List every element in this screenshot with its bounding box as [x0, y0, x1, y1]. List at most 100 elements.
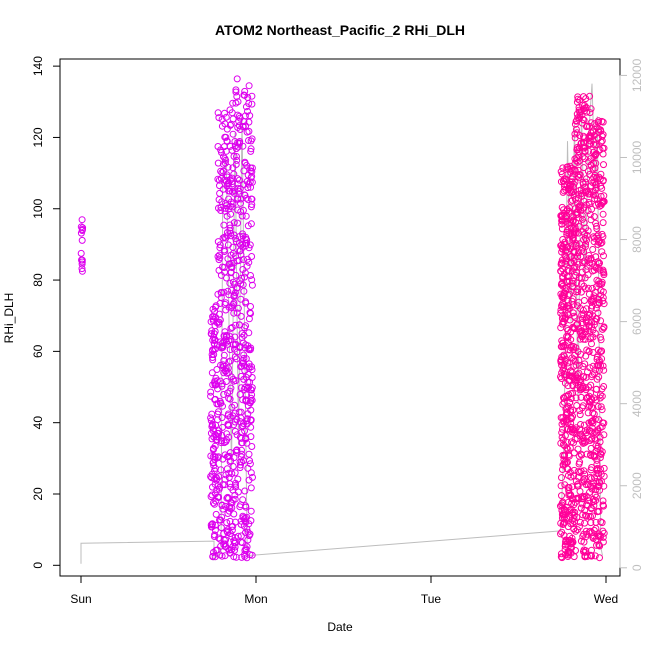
data-point	[219, 423, 226, 431]
data-point	[223, 137, 231, 145]
data-point	[232, 86, 240, 94]
data-point	[227, 324, 235, 332]
altitude-series-line	[80, 83, 603, 564]
data-point	[592, 201, 600, 209]
y-tick-label: 20	[31, 487, 45, 501]
data-point	[577, 504, 585, 512]
data-point	[590, 526, 598, 534]
data-point	[572, 424, 580, 432]
data-point	[562, 217, 570, 225]
data-point	[240, 167, 248, 175]
data-point	[239, 359, 247, 367]
data-point	[214, 341, 221, 349]
data-point	[557, 324, 565, 332]
data-point	[228, 546, 236, 554]
data-point	[222, 378, 230, 385]
data-point	[239, 266, 247, 273]
data-point	[218, 380, 226, 388]
data-point	[234, 98, 242, 106]
data-point	[247, 469, 255, 477]
data-point	[244, 255, 251, 263]
y-tick-label: 140	[31, 56, 45, 76]
y2-tick-label: 4000	[630, 390, 644, 417]
data-point	[224, 287, 232, 295]
data-point	[574, 260, 582, 268]
data-point	[600, 252, 607, 260]
data-point	[580, 236, 588, 244]
data-point	[583, 394, 591, 402]
data-point	[567, 197, 575, 205]
data-point	[234, 195, 242, 203]
data-point	[589, 333, 597, 341]
data-point	[564, 243, 572, 251]
data-point	[233, 93, 241, 100]
data-point	[574, 381, 582, 389]
data-point	[573, 402, 581, 409]
data-point	[241, 517, 249, 525]
data-point	[598, 248, 606, 256]
data-point	[580, 164, 588, 172]
data-point	[559, 414, 567, 422]
data-point	[574, 320, 582, 328]
data-point	[217, 466, 225, 474]
data-point	[234, 180, 242, 188]
data-point	[207, 388, 215, 396]
data-point	[574, 145, 582, 153]
data-point	[249, 473, 256, 481]
data-point	[222, 133, 230, 141]
data-point	[558, 337, 566, 345]
data-point	[209, 381, 217, 389]
data-point	[210, 533, 218, 540]
data-point	[215, 320, 223, 328]
data-point	[567, 259, 575, 267]
data-point	[218, 513, 226, 521]
data-point	[592, 385, 600, 393]
data-point	[228, 526, 236, 534]
data-point	[209, 459, 217, 466]
data-point	[208, 523, 216, 531]
data-point	[234, 219, 241, 227]
x-tick-label: Mon	[244, 592, 267, 606]
data-point	[557, 553, 565, 561]
data-point	[248, 276, 256, 284]
data-point	[563, 332, 571, 340]
data-point	[581, 519, 589, 527]
data-point	[573, 279, 581, 287]
data-point	[600, 271, 608, 279]
data-point	[216, 241, 224, 249]
data-point	[78, 267, 86, 275]
data-point	[567, 219, 575, 227]
data-point	[233, 75, 241, 83]
data-point	[600, 323, 608, 331]
data-point	[565, 484, 573, 491]
y2-tick-label: 8000	[630, 226, 644, 253]
data-point	[597, 518, 605, 526]
y-axis-label: RHi_DLH	[2, 293, 16, 344]
data-point	[238, 439, 246, 447]
data-point	[238, 330, 246, 338]
data-point	[220, 357, 228, 365]
data-point	[215, 266, 223, 274]
data-point	[589, 298, 597, 306]
data-point	[558, 511, 566, 519]
data-point	[596, 454, 604, 462]
data-point	[564, 458, 571, 466]
data-point	[216, 189, 224, 197]
data-point	[578, 451, 586, 459]
data-point	[234, 475, 242, 483]
data-point	[235, 117, 243, 125]
data-point	[582, 104, 590, 111]
data-point	[220, 221, 228, 229]
data-point	[235, 112, 243, 120]
data-point	[591, 552, 599, 560]
data-point	[238, 274, 246, 282]
data-point	[229, 412, 237, 420]
data-point	[237, 295, 245, 303]
data-point	[565, 277, 573, 285]
data-point	[576, 328, 584, 336]
y2-tick-label: 10000	[630, 140, 644, 174]
data-point	[574, 348, 582, 356]
data-point	[217, 439, 225, 447]
data-point	[581, 552, 589, 560]
